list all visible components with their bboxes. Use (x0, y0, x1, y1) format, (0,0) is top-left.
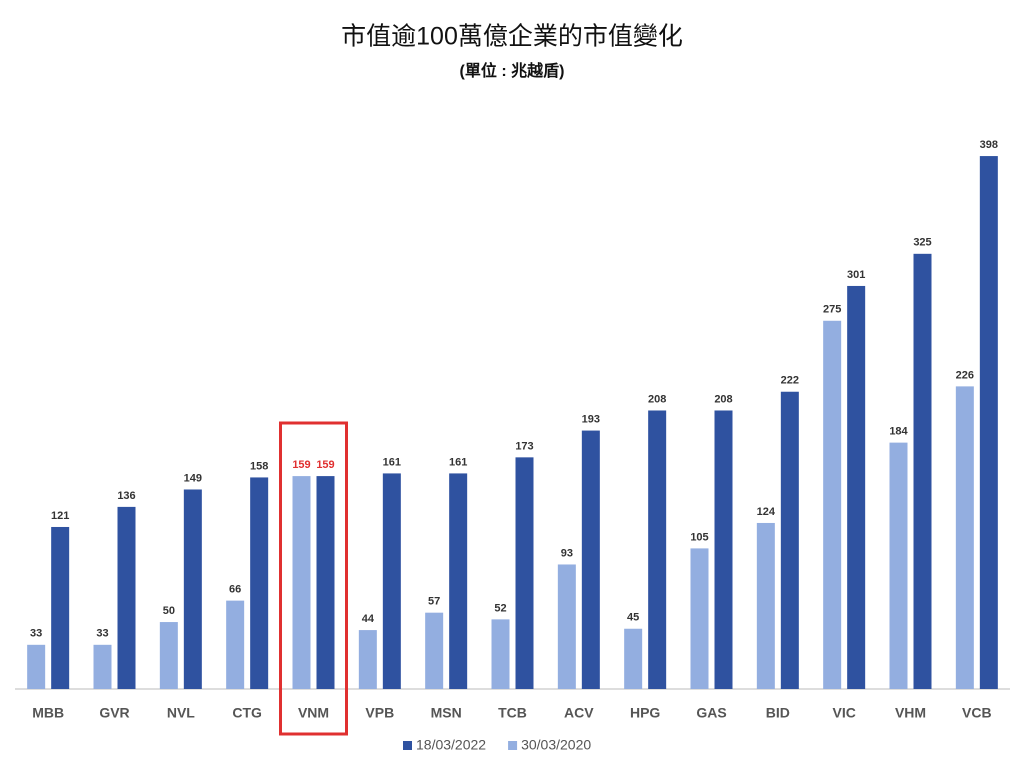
bar (449, 473, 468, 689)
bar (226, 600, 245, 689)
x-tick-label: GAS (696, 705, 726, 721)
data-label: 149 (184, 472, 202, 484)
data-label: 121 (51, 510, 69, 522)
x-tick-label: MSN (431, 705, 462, 721)
bar (27, 644, 46, 689)
bar (183, 489, 202, 689)
bar (515, 457, 534, 689)
bar (358, 630, 377, 689)
data-label: 124 (757, 506, 776, 518)
bar (382, 473, 401, 689)
bar (51, 526, 70, 689)
x-tick-label: TCB (498, 705, 527, 721)
data-label: 193 (582, 413, 600, 425)
bar (913, 253, 932, 689)
bar (780, 391, 799, 689)
data-label: 50 (163, 605, 175, 617)
data-label: 161 (383, 456, 401, 468)
bar (823, 320, 842, 689)
legend-swatch (403, 741, 412, 750)
x-tick-label: ACV (564, 705, 594, 721)
bar (117, 506, 136, 689)
data-label: 44 (362, 613, 375, 625)
x-tick-label: HPG (630, 705, 660, 721)
bar (624, 628, 643, 689)
data-label: 222 (781, 375, 799, 387)
data-label: 105 (690, 531, 708, 543)
data-label: 325 (913, 237, 931, 249)
x-tick-label: VNM (298, 705, 329, 721)
data-label: 208 (714, 393, 732, 405)
bar (159, 622, 178, 689)
data-label: 136 (117, 490, 135, 502)
bar (557, 564, 576, 689)
bar (581, 430, 600, 689)
data-label: 158 (250, 460, 268, 472)
x-tick-label: GVR (99, 705, 129, 721)
data-label: 33 (96, 628, 108, 640)
highlight-box (279, 421, 348, 736)
bar (491, 619, 510, 689)
bar (425, 612, 444, 689)
data-label: 52 (494, 602, 506, 614)
data-label: 161 (449, 456, 467, 468)
legend-swatch (508, 741, 518, 750)
chart-title: 市值逾100萬億企業的市值變化 (341, 23, 683, 51)
legend-label: 18/03/2022 (416, 737, 486, 753)
data-label: 159 (292, 459, 310, 471)
x-tick-label: MBB (32, 705, 64, 721)
data-label: 208 (648, 393, 666, 405)
data-label: 226 (956, 369, 974, 381)
bar (714, 410, 733, 689)
data-label: 159 (316, 459, 334, 471)
bar (292, 476, 311, 689)
bar (979, 156, 998, 689)
x-tick-label: CTG (232, 705, 262, 721)
bar (847, 285, 866, 689)
x-tick-label: BID (766, 705, 790, 721)
x-tick-label: NVL (167, 705, 195, 721)
bar (690, 548, 709, 689)
data-label: 275 (823, 304, 841, 316)
chart-subtitle: (單位 : 兆越盾) (460, 61, 565, 80)
bar (756, 522, 775, 689)
bar (648, 410, 667, 689)
bar (316, 476, 335, 689)
data-label: 173 (515, 440, 533, 452)
x-tick-label: VPB (365, 705, 394, 721)
data-label: 398 (980, 139, 998, 151)
data-label: 93 (561, 547, 573, 559)
data-label: 66 (229, 584, 241, 596)
bar (250, 477, 269, 689)
legend-label: 30/03/2020 (521, 737, 591, 753)
x-tick-label: VIC (832, 705, 855, 721)
data-label: 45 (627, 612, 639, 624)
data-label: 57 (428, 596, 440, 608)
x-tick-label: VHM (895, 705, 926, 721)
bar (93, 644, 112, 689)
bar (889, 442, 908, 689)
data-label: 301 (847, 269, 865, 281)
data-label: 33 (30, 628, 42, 640)
data-label: 184 (889, 426, 908, 438)
x-tick-label: VCB (962, 705, 992, 721)
bar (955, 386, 974, 689)
